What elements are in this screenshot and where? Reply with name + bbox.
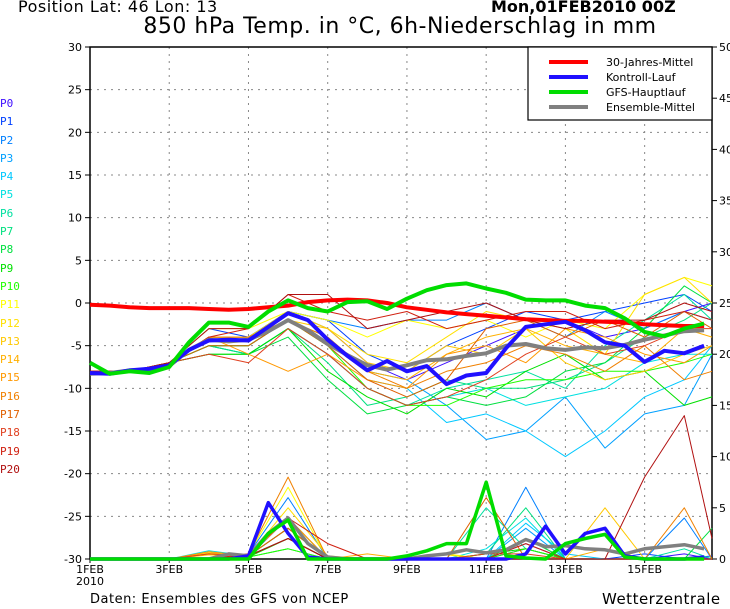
member-label-p16: P16 xyxy=(0,389,20,403)
x-tick-label: 13FEB xyxy=(548,563,583,576)
member-label-p11: P11 xyxy=(0,298,20,312)
member-label-p10: P10 xyxy=(0,279,20,293)
member-label-p8: P8 xyxy=(0,243,14,257)
member-label-p18: P18 xyxy=(0,426,20,440)
legend-label: Kontroll-Lauf xyxy=(606,71,677,84)
gfs-hauptlauf-temp-line xyxy=(89,281,705,376)
y-tick-label: -10 xyxy=(64,382,82,395)
member-label-p6: P6 xyxy=(0,206,14,220)
run-date-label: Mon,01FEB2010 00Z xyxy=(491,0,676,16)
member-label-p2: P2 xyxy=(0,133,14,147)
member-label-p19: P19 xyxy=(0,444,20,458)
y-tick-label: -15 xyxy=(64,425,82,438)
member-label-p17: P17 xyxy=(0,408,20,422)
member-label-p7: P7 xyxy=(0,225,14,239)
member-temp-line-p20 xyxy=(90,294,713,372)
y2-tick-label: 10 xyxy=(719,451,730,464)
member-temp-line-p18 xyxy=(90,328,712,406)
x-tick-label: 5FEB xyxy=(235,563,263,576)
y-tick-label: 30 xyxy=(68,41,82,54)
kontroll-lauf-temp-line xyxy=(89,311,705,387)
x-tick-label: 11FEB xyxy=(469,563,504,576)
position-label: Position Lat: 46 Lon: 13 xyxy=(18,0,218,16)
member-temp-line-p3 xyxy=(90,319,713,449)
member-label-p15: P15 xyxy=(0,371,20,385)
y-tick-label: -5 xyxy=(71,340,82,353)
member-label-p1: P1 xyxy=(0,115,14,129)
gfs-hauptlauf-precip-line xyxy=(90,480,705,561)
y2-tick-label: 15 xyxy=(719,399,730,412)
y-tick-label: 25 xyxy=(68,84,82,97)
y-tick-label: 15 xyxy=(68,169,82,182)
y2-tick-label: 0 xyxy=(719,553,726,566)
y2-tick-label: 25 xyxy=(719,297,730,310)
y-tick-label: -30 xyxy=(64,553,82,566)
x-tick-label: 15FEB xyxy=(627,563,662,576)
chart-title: 850 hPa Temp. in °C, 6h-Niederschlag in … xyxy=(143,14,657,39)
y-tick-label: 0 xyxy=(75,297,82,310)
y2-tick-label: 40 xyxy=(719,143,730,156)
y-tick-label: -20 xyxy=(64,468,82,481)
y2-tick-label: 20 xyxy=(719,348,730,361)
brand-label: Wetterzentrale xyxy=(602,590,721,608)
y2-tick-label: 50 xyxy=(719,41,730,54)
member-label-p4: P4 xyxy=(0,170,14,184)
x-tick-label: 9FEB xyxy=(393,563,421,576)
y-tick-label: 5 xyxy=(75,254,82,267)
member-label-p3: P3 xyxy=(0,151,14,165)
y2-tick-label: 35 xyxy=(719,195,730,208)
y2-tick-label: 45 xyxy=(719,92,730,105)
x-tick-label: 1FEB xyxy=(76,563,104,576)
y2-tick-label: 5 xyxy=(719,502,726,515)
y-tick-label: 20 xyxy=(68,126,82,139)
legend-label: GFS-Hauptlauf xyxy=(606,86,687,99)
y-tick-label: -25 xyxy=(64,510,82,523)
member-label-p14: P14 xyxy=(0,353,20,367)
member-precip-line-p20 xyxy=(90,415,713,560)
member-label-p5: P5 xyxy=(0,188,14,202)
y2-tick-label: 30 xyxy=(719,246,730,259)
member-list: P0 P1 P2 P3 P4 P5 P6 P7 P8 P9 P10 P11 P12 P13 P14 P15 P1… xyxy=(0,95,20,479)
member-label-p0: P0 xyxy=(0,97,14,110)
x-tick-label: 7FEB xyxy=(314,563,342,576)
x-tick-label: 3FEB xyxy=(155,563,183,576)
legend-label: Ensemble-Mittel xyxy=(606,101,695,114)
member-label-p13: P13 xyxy=(0,334,20,348)
member-label-p20: P20 xyxy=(0,462,20,476)
data-source-label: Daten: Ensembles des GFS von NCEP xyxy=(90,592,349,607)
member-label-p12: P12 xyxy=(0,316,20,330)
x-tick-sublabel: 2010 xyxy=(76,575,104,588)
y-tick-label: 10 xyxy=(68,212,82,225)
member-label-p9: P9 xyxy=(0,261,14,275)
legend-label: 30-Jahres-Mittel xyxy=(606,56,693,69)
